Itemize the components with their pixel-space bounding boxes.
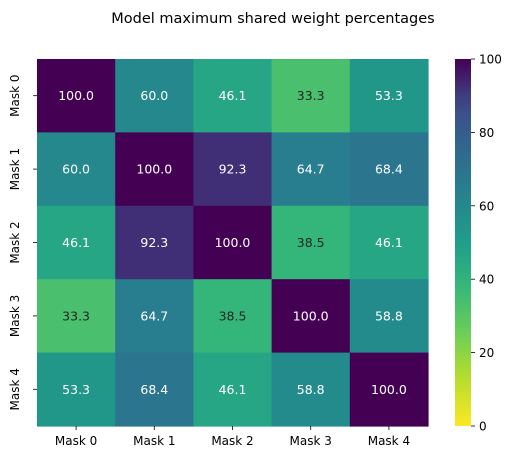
x-tick-label: Mask 0 [55, 434, 97, 448]
cell-value-label: 64.7 [140, 308, 168, 323]
colorbar-tick-label: 20 [479, 346, 494, 360]
x-tick-label: Mask 2 [211, 434, 253, 448]
cell-value-label: 100.0 [371, 382, 407, 397]
cell-value-label: 53.3 [375, 88, 403, 103]
heatmap-cell [349, 279, 429, 354]
cell-value-label: 100.0 [215, 235, 251, 250]
heatmap-cell [193, 352, 273, 427]
heatmap-cell [37, 352, 116, 427]
heatmap-cell [193, 205, 273, 280]
heatmap-cell [271, 279, 351, 354]
colorbar-tick-label: 80 [479, 126, 494, 140]
heatmap-cell [37, 132, 116, 207]
cell-value-label: 46.1 [219, 382, 247, 397]
heatmap-cell [349, 205, 429, 280]
cell-value-label: 33.3 [62, 308, 90, 323]
colorbar-gradient [455, 59, 471, 426]
cell-value-label: 46.1 [219, 88, 247, 103]
cell-value-label: 58.8 [297, 382, 325, 397]
x-axis: Mask 0 Mask 1 Mask 2 Mask 3 Mask 4 [55, 426, 410, 448]
heatmap-cell [193, 59, 273, 133]
cell-value-label: 64.7 [297, 162, 325, 177]
cell-value-label: 68.4 [140, 382, 168, 397]
heatmap-cell [115, 279, 194, 354]
cell-value-label: 53.3 [62, 382, 90, 397]
y-axis: Mask 0 Mask 1 Mask 2 Mask 3 Mask 4 [8, 75, 37, 410]
y-tick-label: Mask 0 [8, 75, 22, 117]
cell-value-label: 46.1 [375, 235, 403, 250]
heatmap-cell [115, 59, 194, 133]
cell-value-label: 100.0 [58, 88, 94, 103]
y-tick-label: Mask 1 [8, 148, 22, 190]
colorbar-tick-label: 60 [479, 199, 494, 213]
colorbar-ticks: 0 20 40 60 80 100 [471, 53, 502, 434]
colorbar-tick-label: 0 [479, 420, 487, 434]
y-tick-label: Mask 2 [8, 221, 22, 263]
heatmap-cell [37, 59, 116, 133]
heatmap-cell [271, 205, 351, 280]
cell-value-label: 58.8 [375, 308, 403, 323]
heatmap-cell [271, 352, 351, 427]
heatmap-cell [271, 59, 351, 133]
heatmap-cell [193, 279, 273, 354]
heatmap-cell [37, 205, 116, 280]
cell-value-label: 100.0 [136, 162, 172, 177]
y-tick-label: Mask 3 [8, 295, 22, 337]
cell-value-label: 92.3 [219, 162, 247, 177]
colorbar-tick-label: 40 [479, 273, 494, 287]
x-tick-label: Mask 4 [368, 434, 410, 448]
cell-value-label: 60.0 [140, 88, 168, 103]
x-tick-label: Mask 1 [133, 434, 175, 448]
cell-value-label: 38.5 [219, 308, 247, 323]
chart-title: Model maximum shared weight percentages [111, 11, 434, 27]
cell-value-label: 68.4 [375, 162, 403, 177]
x-tick-label: Mask 3 [290, 434, 332, 448]
heatmap-cell [349, 59, 429, 133]
heatmap-cell [115, 352, 194, 427]
heatmap-cells [37, 59, 429, 427]
cell-value-label: 33.3 [297, 88, 325, 103]
cell-value-label: 38.5 [297, 235, 325, 250]
cell-value-label: 60.0 [62, 162, 90, 177]
heatmap-cell [37, 279, 116, 354]
cell-value-label: 46.1 [62, 235, 90, 250]
colorbar-tick-label: 100 [479, 53, 502, 67]
colorbar: 0 20 40 60 80 100 [455, 53, 502, 434]
heatmap-cell-labels: 100.0 60.0 46.1 33.3 53.3 60.0 100.0 92.3 64.7 68… [58, 88, 407, 397]
heatmap-cell [271, 132, 351, 207]
heatmap-cell [115, 205, 194, 280]
heatmap-cell [193, 132, 273, 207]
heatmap-cell [349, 132, 429, 207]
heatmap-cell [115, 132, 194, 207]
cell-value-label: 100.0 [293, 308, 329, 323]
cell-value-label: 92.3 [140, 235, 168, 250]
heatmap-cell [349, 352, 429, 427]
y-tick-label: Mask 4 [8, 368, 22, 410]
